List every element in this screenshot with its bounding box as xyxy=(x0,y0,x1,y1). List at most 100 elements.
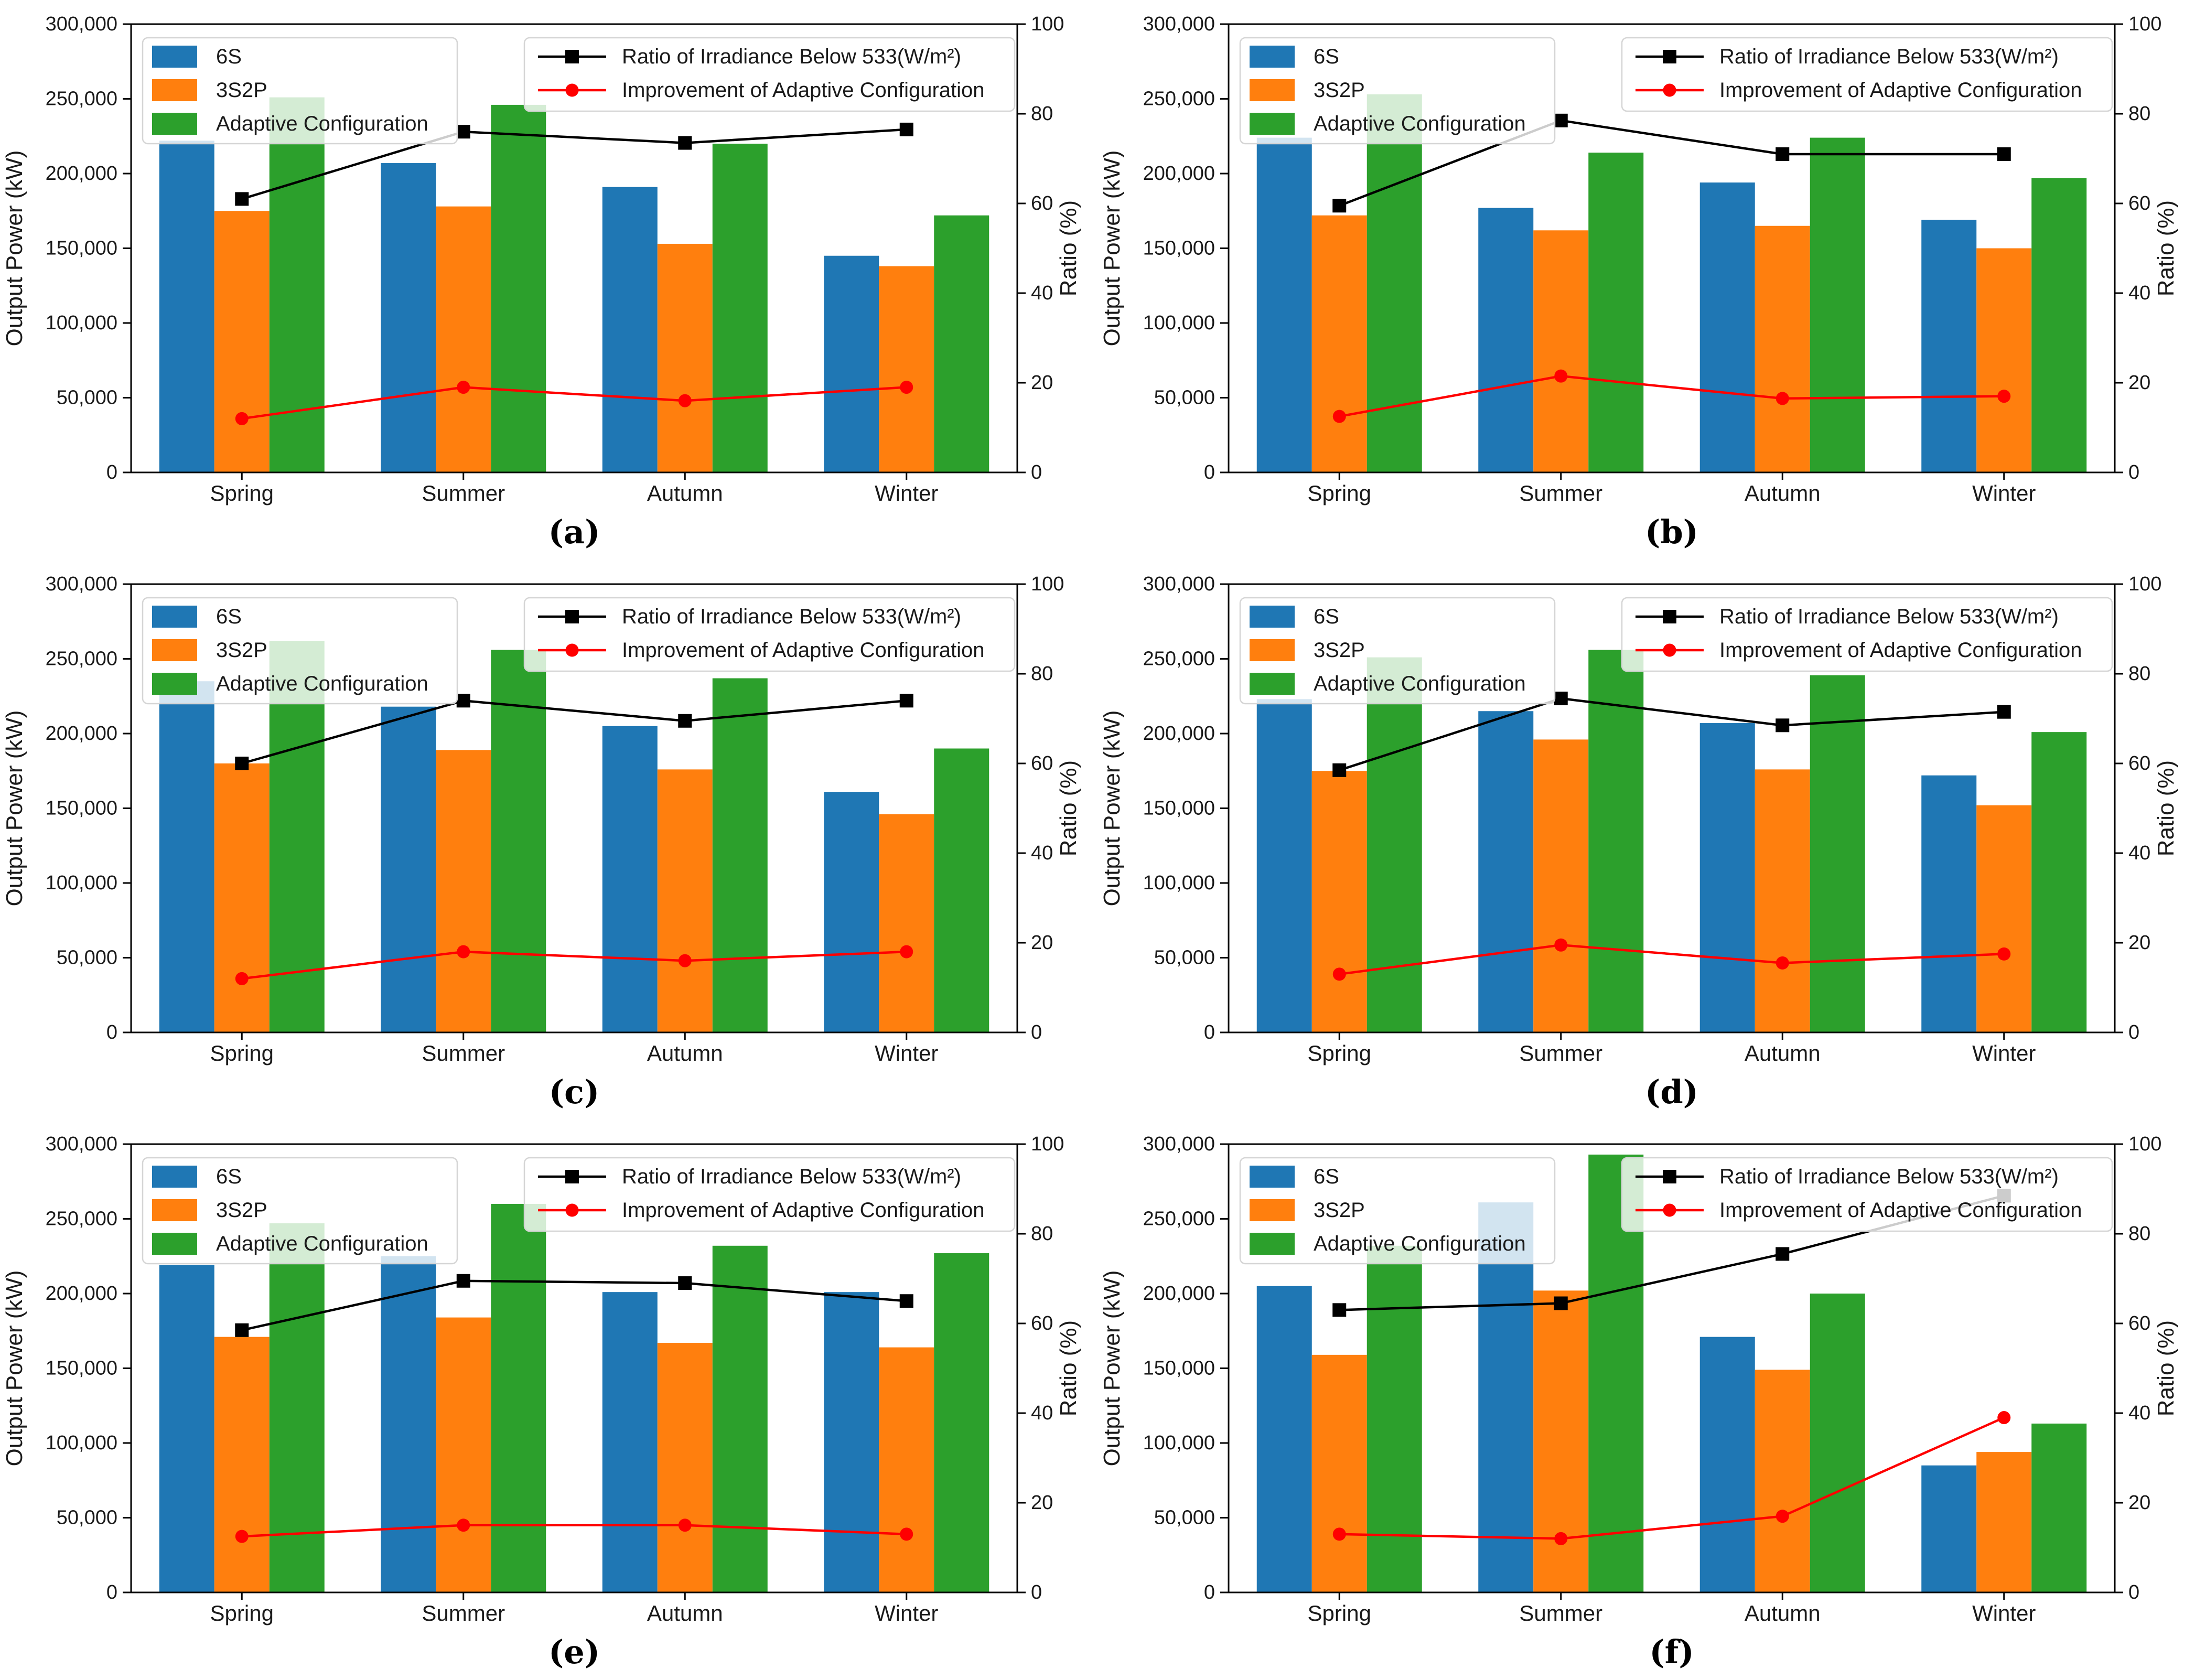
legend-circle-marker-icon xyxy=(565,1203,579,1217)
chart-a-caption: (a) xyxy=(548,513,600,551)
legend-swatch-Adaptive-Configuration xyxy=(152,1233,197,1255)
x-axis-tick-label: Spring xyxy=(1308,481,1371,505)
legend-swatch-6S xyxy=(152,606,197,628)
improvement-line xyxy=(242,1524,907,1538)
bar-Adaptive-Configuration-Winter xyxy=(934,1253,989,1592)
improvement-marker-Spring xyxy=(235,412,249,425)
ratio-axis-tick-label: 60 xyxy=(2128,752,2150,774)
y-axis-tick-label: 50,000 xyxy=(1154,1507,1215,1529)
bar-6S-Autumn xyxy=(1699,1337,1755,1592)
chart-e-caption: (e) xyxy=(548,1633,600,1671)
improvement-marker-Autumn xyxy=(1776,392,1789,405)
chart-f: 0 50,000 100,000 150,000 200,000 250,000 300,0… xyxy=(1098,1120,2195,1680)
y-axis-tick-label: 150,000 xyxy=(46,798,117,820)
legend-label-line-0: Ratio of Irradiance Below 533(W/m²) xyxy=(622,1165,961,1188)
improvement-marker-Autumn xyxy=(1776,956,1789,970)
x-axis-tick-label: Autumn xyxy=(647,1041,723,1065)
bar-6S-Winter xyxy=(1921,775,1977,1032)
chart-f-caption: (f) xyxy=(1649,1633,1694,1671)
legend-swatch-3S2P xyxy=(1250,1199,1295,1221)
ratio-marker-Autumn xyxy=(1776,1247,1790,1261)
x-axis-tick-label: Autumn xyxy=(647,481,723,505)
chart-c-canvas: 0 50,000 100,000 150,000 200,000 250,000 300,0… xyxy=(2,573,1081,1065)
bar-6S-Summer xyxy=(381,163,436,472)
bar-Adaptive-Configuration-Autumn xyxy=(712,144,768,472)
bar-legend-box xyxy=(1239,597,1556,705)
legend-label-6S: 6S xyxy=(1314,1165,1339,1188)
improvement-marker-Summer xyxy=(457,381,470,394)
y-axis-tick-label: 200,000 xyxy=(1143,1283,1215,1305)
y-axis-tick-label: 300,000 xyxy=(46,13,117,35)
legend-swatch-3S2P xyxy=(152,1199,197,1221)
ratio-marker-Summer xyxy=(456,694,470,708)
x-axis-tick-label: Spring xyxy=(210,1601,274,1625)
chart-a-canvas: 0 50,000 100,000 150,000 200,000 250,000 300,0… xyxy=(2,13,1081,505)
ratio-axis-tick-label: 80 xyxy=(2128,1223,2150,1245)
ratio-marker-Spring xyxy=(235,1323,249,1337)
bar-Adaptive-Configuration-Autumn xyxy=(712,1245,768,1592)
ratio-axis-tick-label: 80 xyxy=(1031,1223,1053,1245)
bar-Adaptive-Configuration-Autumn xyxy=(1810,1294,1865,1592)
ratio-axis-tick-label: 60 xyxy=(1031,192,1053,214)
legend-label-line-0: Ratio of Irradiance Below 533(W/m²) xyxy=(1719,605,2059,628)
bar-legend-box xyxy=(1239,1157,1556,1265)
bar-6S-Summer xyxy=(1478,711,1534,1032)
legend-label-6S: 6S xyxy=(216,45,242,68)
y-axis-tick-label: 0 xyxy=(1204,461,1215,483)
ratio-marker-Summer xyxy=(1554,692,1568,706)
legend-label-line-0: Ratio of Irradiance Below 533(W/m²) xyxy=(1719,1165,2059,1188)
ratio-marker-Winter xyxy=(1997,147,2011,161)
bar-Adaptive-Configuration-Summer xyxy=(491,650,546,1032)
legend-swatch-3S2P xyxy=(1250,639,1295,661)
ratio-axis-tick-label: 40 xyxy=(1031,282,1053,304)
y-axis-title: Output Power (kW) xyxy=(1099,1270,1125,1466)
line-legend-box xyxy=(1621,1157,2113,1232)
improvement-marker-Summer xyxy=(457,1519,470,1532)
bar-6S-Winter xyxy=(1921,220,1977,472)
ratio-axis-tick-label: 100 xyxy=(1031,1133,1064,1155)
bar-3S2P-Spring xyxy=(1311,1354,1367,1592)
bar-Adaptive-Configuration-Spring xyxy=(1367,657,1422,1032)
ratio-axis-tick-label: 100 xyxy=(1031,13,1064,35)
ratio-axis-tick-label: 80 xyxy=(2128,663,2150,685)
y-axis-tick-label: 50,000 xyxy=(1154,387,1215,409)
line-legend-box xyxy=(523,1157,1016,1232)
legend-label-3S2P: 3S2P xyxy=(1314,639,1365,662)
y-axis-title: Output Power (kW) xyxy=(2,710,27,906)
legend-swatch-Adaptive-Configuration xyxy=(152,673,197,695)
bar-Adaptive-Configuration-Winter xyxy=(2031,178,2087,472)
y-axis-tick-label: 0 xyxy=(106,461,117,483)
y-axis-tick-label: 0 xyxy=(1204,1581,1215,1603)
chart-d: 0 50,000 100,000 150,000 200,000 250,000 300,0… xyxy=(1098,560,2195,1120)
legend-swatch-3S2P xyxy=(1250,79,1295,101)
ratio-axis-tick-label: 80 xyxy=(1031,103,1053,125)
legend-label-Adaptive-Configuration: Adaptive Configuration xyxy=(1314,112,1526,135)
x-axis-tick-label: Winter xyxy=(1972,1601,2036,1625)
y-axis-tick-label: 300,000 xyxy=(1143,573,1215,595)
y-axis-tick-label: 250,000 xyxy=(46,648,117,670)
legend-swatch-3S2P xyxy=(152,639,197,661)
bar-6S-Summer xyxy=(1478,208,1534,472)
bar-3S2P-Summer xyxy=(1533,739,1589,1032)
bar-3S2P-Winter xyxy=(879,814,934,1032)
bar-legend-box xyxy=(142,1157,458,1265)
bar-6S-Summer xyxy=(381,1256,436,1592)
y-axis-tick-label: 50,000 xyxy=(57,387,117,409)
bar-3S2P-Spring xyxy=(214,1337,270,1592)
legend-label-line-1: Improvement of Adaptive Configuration xyxy=(1719,1199,2082,1222)
ratio-axis-title: Ratio (%) xyxy=(1056,1320,1081,1416)
bar-Adaptive-Configuration-Winter xyxy=(934,748,989,1032)
bar-3S2P-Summer xyxy=(1533,230,1589,472)
y-axis-tick-label: 150,000 xyxy=(46,1358,117,1380)
bar-Adaptive-Configuration-Spring xyxy=(1367,1245,1422,1592)
legend-swatch-Adaptive-Configuration xyxy=(1250,1233,1295,1255)
x-axis-tick-label: Autumn xyxy=(1745,1601,1821,1625)
legend-swatch-6S xyxy=(1250,1166,1295,1188)
x-axis-tick-label: Autumn xyxy=(1745,481,1821,505)
line-legend-box xyxy=(523,597,1016,672)
ratio-marker-Summer xyxy=(1554,113,1568,127)
legend-label-line-1: Improvement of Adaptive Configuration xyxy=(1719,79,2082,102)
bar-3S2P-Autumn xyxy=(1755,225,1810,472)
ratio-axis-title: Ratio (%) xyxy=(2153,1320,2179,1416)
y-axis-tick-label: 100,000 xyxy=(1143,872,1215,894)
